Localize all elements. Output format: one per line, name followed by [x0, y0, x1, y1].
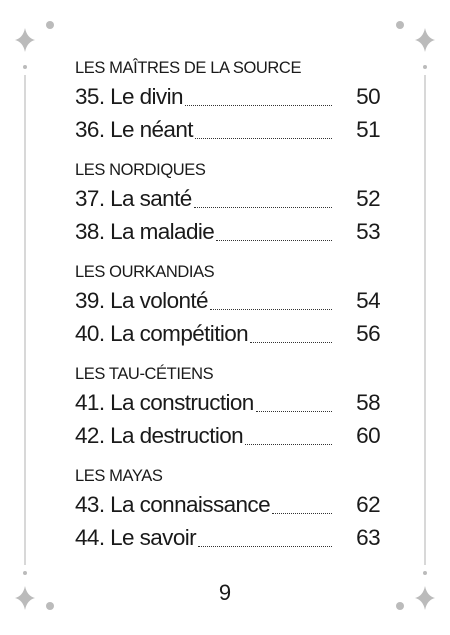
- toc-entry: 35. Le divin 50: [75, 82, 381, 112]
- entry-label: 37. La santé: [75, 186, 192, 211]
- dot-leader: [250, 342, 332, 343]
- dot-leader: [216, 240, 332, 241]
- entry-label: 38. La maladie: [75, 219, 215, 244]
- entry-label: 43. La connaissance: [75, 492, 271, 517]
- page-number: 9: [218, 580, 232, 605]
- dot-leader: [209, 309, 332, 310]
- entry-label: 44. Le savoir: [75, 525, 197, 550]
- entry-label: 41. La construction: [75, 390, 254, 415]
- entry-page: 53: [356, 219, 380, 244]
- entry-page: 63: [356, 525, 380, 550]
- section-heading: LES MAYAS: [75, 467, 163, 485]
- entry-label: 40. La compétition: [75, 321, 249, 346]
- toc-entry: 38. La maladie 53: [75, 217, 381, 247]
- section-heading: LES MAÎTRES DE LA SOURCE: [75, 59, 302, 77]
- dot-leader: [272, 513, 332, 514]
- toc-entry: 42. La destruction 60: [75, 421, 381, 451]
- entry-page: 54: [356, 288, 380, 313]
- entry-page: 62: [356, 492, 380, 517]
- entry-page: 60: [356, 423, 380, 448]
- entry-page: 58: [356, 390, 380, 415]
- toc-entry: 39. La volonté 54: [75, 286, 381, 316]
- dot-leader: [198, 546, 332, 547]
- entry-page: 52: [356, 186, 380, 211]
- toc-entry: 41. La construction 58: [75, 388, 381, 418]
- dot-leader: [184, 105, 332, 106]
- section-heading: LES OURKANDIAS: [75, 263, 215, 281]
- dot-leader: [255, 411, 332, 412]
- toc-entry: 43. La connaissance 62: [75, 490, 381, 520]
- entry-label: 35. Le divin: [75, 84, 183, 109]
- entry-page: 51: [356, 117, 380, 142]
- dot-leader: [245, 444, 332, 445]
- entry-label: 36. Le néant: [75, 117, 194, 142]
- toc-entry: 36. Le néant 51: [75, 115, 381, 145]
- dot-leader: [194, 138, 332, 139]
- toc-entry: 40. La compétition 56: [75, 319, 381, 349]
- entry-page: 56: [356, 321, 380, 346]
- toc-entry: 44. Le savoir 63: [75, 523, 381, 553]
- entry-page: 50: [356, 84, 380, 109]
- dot-leader: [193, 207, 332, 208]
- section-heading: LES TAU-CÉTIENS: [75, 365, 214, 383]
- toc-entry: 37. La santé 52: [75, 184, 381, 214]
- entry-label: 42. La destruction: [75, 423, 244, 448]
- section-heading: LES NORDIQUES: [75, 161, 206, 179]
- entry-label: 39. La volonté: [75, 288, 209, 313]
